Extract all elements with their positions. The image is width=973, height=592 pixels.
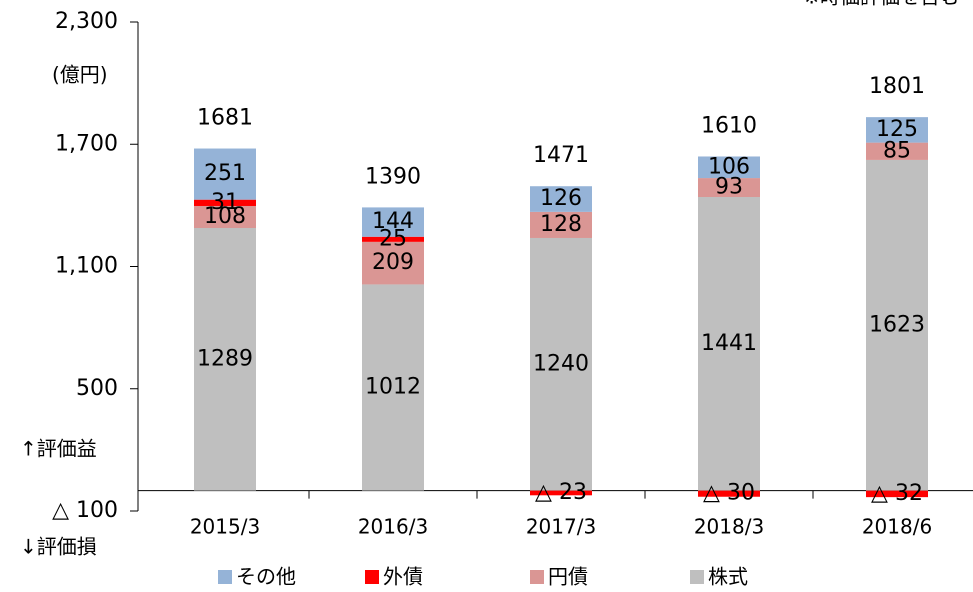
legend-swatch bbox=[530, 570, 544, 584]
bar-segment bbox=[530, 237, 592, 491]
value-label: 126 bbox=[540, 186, 582, 211]
total-label: 1801 bbox=[869, 74, 925, 99]
legend-label: 円債 bbox=[548, 565, 588, 589]
y-tick-label: 1,700 bbox=[55, 131, 118, 156]
value-label: 251 bbox=[204, 161, 246, 186]
value-label: 106 bbox=[708, 154, 750, 179]
value-label: 128 bbox=[540, 212, 582, 237]
total-label: 1471 bbox=[533, 143, 589, 168]
legend-swatch bbox=[365, 570, 379, 584]
bar-segment bbox=[698, 490, 760, 497]
value-label: △ 30 bbox=[703, 481, 755, 506]
bar-segment bbox=[698, 156, 760, 179]
x-tick-label: 2016/3 bbox=[358, 515, 428, 539]
value-label: 31 bbox=[211, 190, 239, 215]
total-label: 1390 bbox=[365, 164, 421, 189]
y-tick-label: 2,300 bbox=[55, 9, 118, 34]
loss-label: ↓評価損 bbox=[20, 535, 97, 559]
legend-swatch bbox=[218, 570, 232, 584]
total-label: 1681 bbox=[197, 106, 253, 131]
bar-segment bbox=[362, 207, 424, 237]
value-label: △ 32 bbox=[871, 481, 923, 506]
value-label: 108 bbox=[204, 204, 246, 229]
bar-segment bbox=[866, 490, 928, 498]
bar-segment bbox=[698, 197, 760, 491]
bar-segment bbox=[530, 211, 592, 238]
value-label: 125 bbox=[876, 117, 918, 142]
note: ※時価評価を含む bbox=[803, 0, 960, 9]
value-label: 1240 bbox=[533, 351, 589, 376]
bar-segment bbox=[530, 186, 592, 212]
bar-segment bbox=[530, 490, 592, 496]
bar-segment bbox=[194, 148, 256, 200]
bar-segment bbox=[362, 236, 424, 242]
value-label: 209 bbox=[372, 250, 414, 275]
bar-segment bbox=[698, 178, 760, 198]
y-tick-label: △ 100 bbox=[52, 498, 118, 523]
bar-segment bbox=[194, 199, 256, 206]
legend-label: その他 bbox=[236, 565, 296, 589]
bar-segment bbox=[194, 205, 256, 228]
x-tick-label: 2017/3 bbox=[526, 515, 596, 539]
y-tick-label: 500 bbox=[76, 376, 118, 401]
value-label: 93 bbox=[715, 175, 743, 200]
bar-segment bbox=[362, 284, 424, 491]
value-label: 1289 bbox=[197, 346, 253, 371]
y-tick-label: 1,100 bbox=[55, 254, 118, 279]
value-label: 1623 bbox=[869, 312, 925, 337]
value-label: 25 bbox=[379, 226, 407, 251]
x-tick-label: 2018/3 bbox=[694, 515, 764, 539]
value-label: △ 23 bbox=[535, 480, 587, 505]
legend-label: 外債 bbox=[383, 565, 423, 589]
total-label: 1610 bbox=[701, 113, 757, 138]
legend-label: 株式 bbox=[708, 565, 748, 589]
unit-label: (億円) bbox=[52, 63, 108, 87]
value-label: 1441 bbox=[701, 331, 757, 356]
legend-swatch bbox=[690, 570, 704, 584]
bar-segment bbox=[194, 227, 256, 491]
bar-segment bbox=[866, 117, 928, 143]
bar-segment bbox=[362, 241, 424, 285]
x-tick-label: 2018/6 bbox=[862, 515, 932, 539]
bar-segment bbox=[866, 159, 928, 491]
x-tick-label: 2015/3 bbox=[190, 515, 260, 539]
gain-label: ↑評価益 bbox=[20, 437, 97, 461]
value-label: 1012 bbox=[365, 375, 421, 400]
value-label: 144 bbox=[372, 209, 414, 234]
bar-segment bbox=[866, 142, 928, 160]
value-label: 85 bbox=[883, 138, 911, 163]
